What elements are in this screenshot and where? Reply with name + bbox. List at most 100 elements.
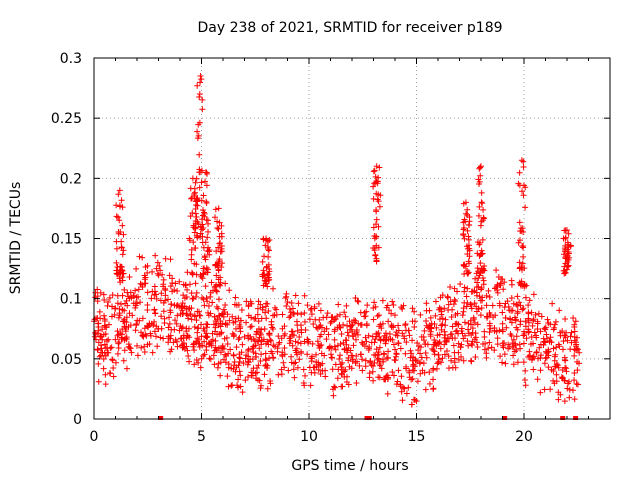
data-point bbox=[297, 340, 304, 347]
data-point bbox=[265, 247, 272, 254]
data-point bbox=[365, 332, 372, 339]
data-point bbox=[158, 290, 165, 297]
data-point bbox=[410, 396, 417, 403]
data-point bbox=[467, 301, 474, 308]
data-point bbox=[445, 301, 452, 308]
data-point bbox=[451, 285, 458, 292]
data-point bbox=[113, 202, 120, 209]
data-point bbox=[359, 339, 366, 346]
data-point bbox=[551, 321, 558, 328]
data-point bbox=[552, 351, 559, 358]
data-point bbox=[241, 333, 248, 340]
data-point bbox=[442, 331, 449, 338]
data-point bbox=[511, 348, 518, 355]
data-point bbox=[279, 311, 286, 318]
data-point bbox=[236, 334, 243, 341]
data-point bbox=[422, 350, 429, 357]
data-point bbox=[197, 230, 204, 237]
data-point bbox=[258, 326, 265, 333]
data-point bbox=[516, 237, 523, 244]
data-point bbox=[270, 342, 277, 349]
data-point bbox=[102, 323, 109, 330]
data-point bbox=[316, 343, 323, 350]
data-point bbox=[496, 300, 503, 307]
data-point bbox=[149, 349, 156, 356]
data-point bbox=[205, 220, 212, 227]
data-point bbox=[140, 333, 147, 340]
data-gap-marker bbox=[560, 416, 566, 420]
data-point bbox=[475, 305, 482, 312]
data-point bbox=[384, 354, 391, 361]
data-point bbox=[448, 357, 455, 364]
data-point bbox=[362, 357, 369, 364]
data-point bbox=[169, 275, 176, 282]
data-point bbox=[380, 336, 387, 343]
data-point bbox=[203, 295, 210, 302]
data-point bbox=[317, 307, 324, 314]
data-point bbox=[564, 380, 571, 387]
data-point bbox=[152, 310, 159, 317]
data-point bbox=[199, 221, 206, 228]
data-point bbox=[553, 361, 560, 368]
data-point bbox=[157, 267, 164, 274]
data-point bbox=[472, 354, 479, 361]
data-point bbox=[537, 352, 544, 359]
data-points bbox=[91, 73, 583, 408]
data-point bbox=[499, 326, 506, 333]
y-tick-label: 0.3 bbox=[60, 51, 82, 67]
data-point bbox=[119, 277, 126, 284]
data-point bbox=[345, 354, 352, 361]
data-point bbox=[99, 336, 106, 343]
data-point bbox=[126, 310, 133, 317]
data-point bbox=[213, 288, 220, 295]
data-point bbox=[245, 303, 252, 310]
data-point bbox=[158, 313, 165, 320]
data-point bbox=[348, 326, 355, 333]
data-point bbox=[258, 382, 265, 389]
data-point bbox=[335, 301, 342, 308]
data-point bbox=[244, 347, 251, 354]
data-point bbox=[555, 341, 562, 348]
data-point bbox=[203, 182, 210, 189]
data-point bbox=[211, 361, 218, 368]
data-point bbox=[252, 315, 259, 322]
x-axis-ticks: 0 5 10 15 20 bbox=[90, 58, 589, 445]
data-point bbox=[203, 347, 210, 354]
data-point bbox=[206, 355, 213, 362]
data-point bbox=[411, 308, 418, 315]
data-point bbox=[410, 361, 417, 368]
data-point bbox=[121, 307, 128, 314]
data-point bbox=[382, 330, 389, 337]
data-point bbox=[514, 359, 521, 366]
data-point bbox=[466, 213, 473, 220]
data-point bbox=[192, 280, 199, 287]
data-point bbox=[571, 369, 578, 376]
data-point bbox=[167, 283, 174, 290]
data-point bbox=[460, 308, 467, 315]
data-point bbox=[468, 358, 475, 365]
data-point bbox=[398, 373, 405, 380]
data-point bbox=[97, 289, 104, 296]
data-point bbox=[211, 347, 218, 354]
data-point bbox=[180, 292, 187, 299]
data-point bbox=[437, 345, 444, 352]
data-point bbox=[289, 305, 296, 312]
data-point bbox=[406, 332, 413, 339]
data-point bbox=[238, 349, 245, 356]
data-point bbox=[472, 275, 479, 282]
data-point bbox=[230, 352, 237, 359]
data-point bbox=[245, 312, 252, 319]
data-point bbox=[215, 205, 222, 212]
data-point bbox=[201, 265, 208, 272]
data-point bbox=[493, 267, 500, 274]
data-point bbox=[149, 288, 156, 295]
data-point bbox=[262, 362, 269, 369]
data-point bbox=[423, 307, 430, 314]
data-point bbox=[375, 191, 382, 198]
data-point bbox=[230, 319, 237, 326]
data-point bbox=[373, 330, 380, 337]
data-point bbox=[275, 341, 282, 348]
data-point bbox=[120, 231, 127, 238]
data-point bbox=[376, 374, 383, 381]
data-point bbox=[389, 298, 396, 305]
